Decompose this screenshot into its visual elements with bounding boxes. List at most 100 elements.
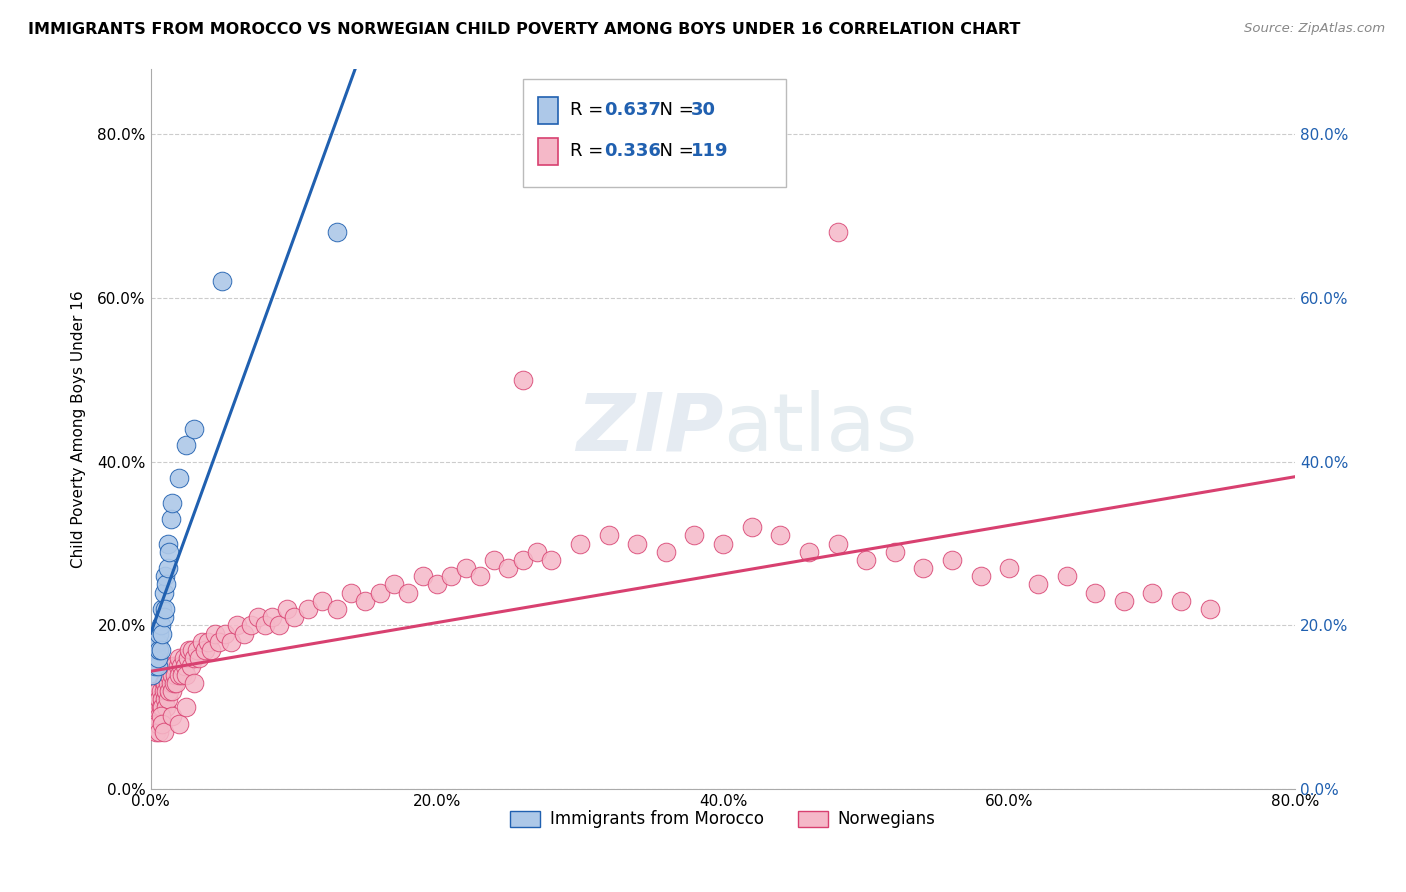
Point (152, 675, 174, 690)
Point (194, 643, 217, 657)
Point (173, 651, 195, 665)
Point (200, 643, 222, 657)
Point (169, 471, 191, 485)
Point (1198, 602, 1220, 616)
Bar (537, 96, 558, 124)
Point (412, 569, 434, 583)
Point (167, 659, 190, 673)
Text: 119: 119 (690, 143, 728, 161)
Point (166, 675, 188, 690)
Point (498, 561, 520, 575)
Point (150, 700, 173, 714)
Point (569, 536, 592, 550)
Point (143, 684, 166, 698)
Point (162, 659, 184, 673)
Point (232, 626, 254, 640)
Point (969, 569, 991, 583)
Point (142, 651, 165, 665)
Text: IMMIGRANTS FROM MOROCCO VS NORWEGIAN CHILD POVERTY AMONG BOYS UNDER 16 CORRELATI: IMMIGRANTS FROM MOROCCO VS NORWEGIAN CHI… (28, 22, 1021, 37)
Point (148, 708, 170, 723)
Point (153, 675, 176, 690)
Text: ZIP: ZIP (575, 390, 723, 468)
Point (655, 545, 678, 559)
Point (396, 585, 419, 599)
Point (214, 626, 236, 640)
Point (143, 659, 166, 673)
Point (160, 667, 183, 681)
Point (440, 569, 463, 583)
Point (141, 667, 163, 681)
Text: 0.637: 0.637 (605, 102, 661, 120)
Point (150, 626, 173, 640)
Point (145, 708, 167, 723)
Point (482, 553, 505, 567)
Point (146, 700, 169, 714)
Point (912, 561, 935, 575)
Point (169, 667, 191, 681)
Point (598, 528, 620, 542)
Point (149, 700, 172, 714)
Point (148, 692, 170, 706)
Text: N =: N = (648, 143, 699, 161)
Point (169, 651, 191, 665)
Point (153, 692, 176, 706)
Point (426, 577, 449, 591)
Point (177, 651, 200, 665)
Point (172, 667, 194, 681)
Point (262, 610, 284, 624)
Point (169, 716, 191, 731)
Point (1170, 594, 1192, 608)
Point (512, 373, 534, 387)
Point (197, 635, 219, 649)
Point (141, 700, 163, 714)
Point (142, 692, 165, 706)
Point (1112, 594, 1135, 608)
Point (183, 422, 205, 436)
Point (179, 643, 201, 657)
Point (149, 684, 172, 698)
Point (146, 684, 169, 698)
Point (526, 545, 548, 559)
Point (176, 700, 198, 714)
Point (145, 643, 167, 657)
Point (512, 553, 534, 567)
Point (176, 438, 198, 452)
Point (153, 569, 176, 583)
Point (211, 275, 233, 289)
Point (155, 700, 177, 714)
Point (149, 643, 172, 657)
Point (148, 725, 170, 739)
Point (325, 602, 347, 616)
Point (153, 602, 176, 616)
Point (239, 618, 262, 632)
Point (180, 659, 202, 673)
Point (146, 651, 169, 665)
Point (149, 708, 172, 723)
Point (145, 692, 167, 706)
Point (883, 545, 905, 559)
Point (155, 577, 177, 591)
Point (146, 716, 169, 731)
Point (146, 635, 169, 649)
Point (152, 610, 174, 624)
Point (143, 716, 166, 731)
Point (204, 626, 226, 640)
Point (276, 602, 298, 616)
Point (145, 635, 167, 649)
Point (152, 585, 174, 599)
Point (941, 553, 963, 567)
Point (157, 667, 180, 681)
Text: 0.336: 0.336 (605, 143, 661, 161)
Point (1056, 569, 1078, 583)
Point (157, 684, 180, 698)
Point (247, 610, 270, 624)
Point (368, 585, 391, 599)
Point (150, 602, 173, 616)
Point (827, 225, 849, 239)
Point (769, 528, 792, 542)
Point (150, 692, 173, 706)
Point (176, 667, 198, 681)
Point (225, 618, 247, 632)
Point (174, 659, 197, 673)
Point (142, 708, 165, 723)
